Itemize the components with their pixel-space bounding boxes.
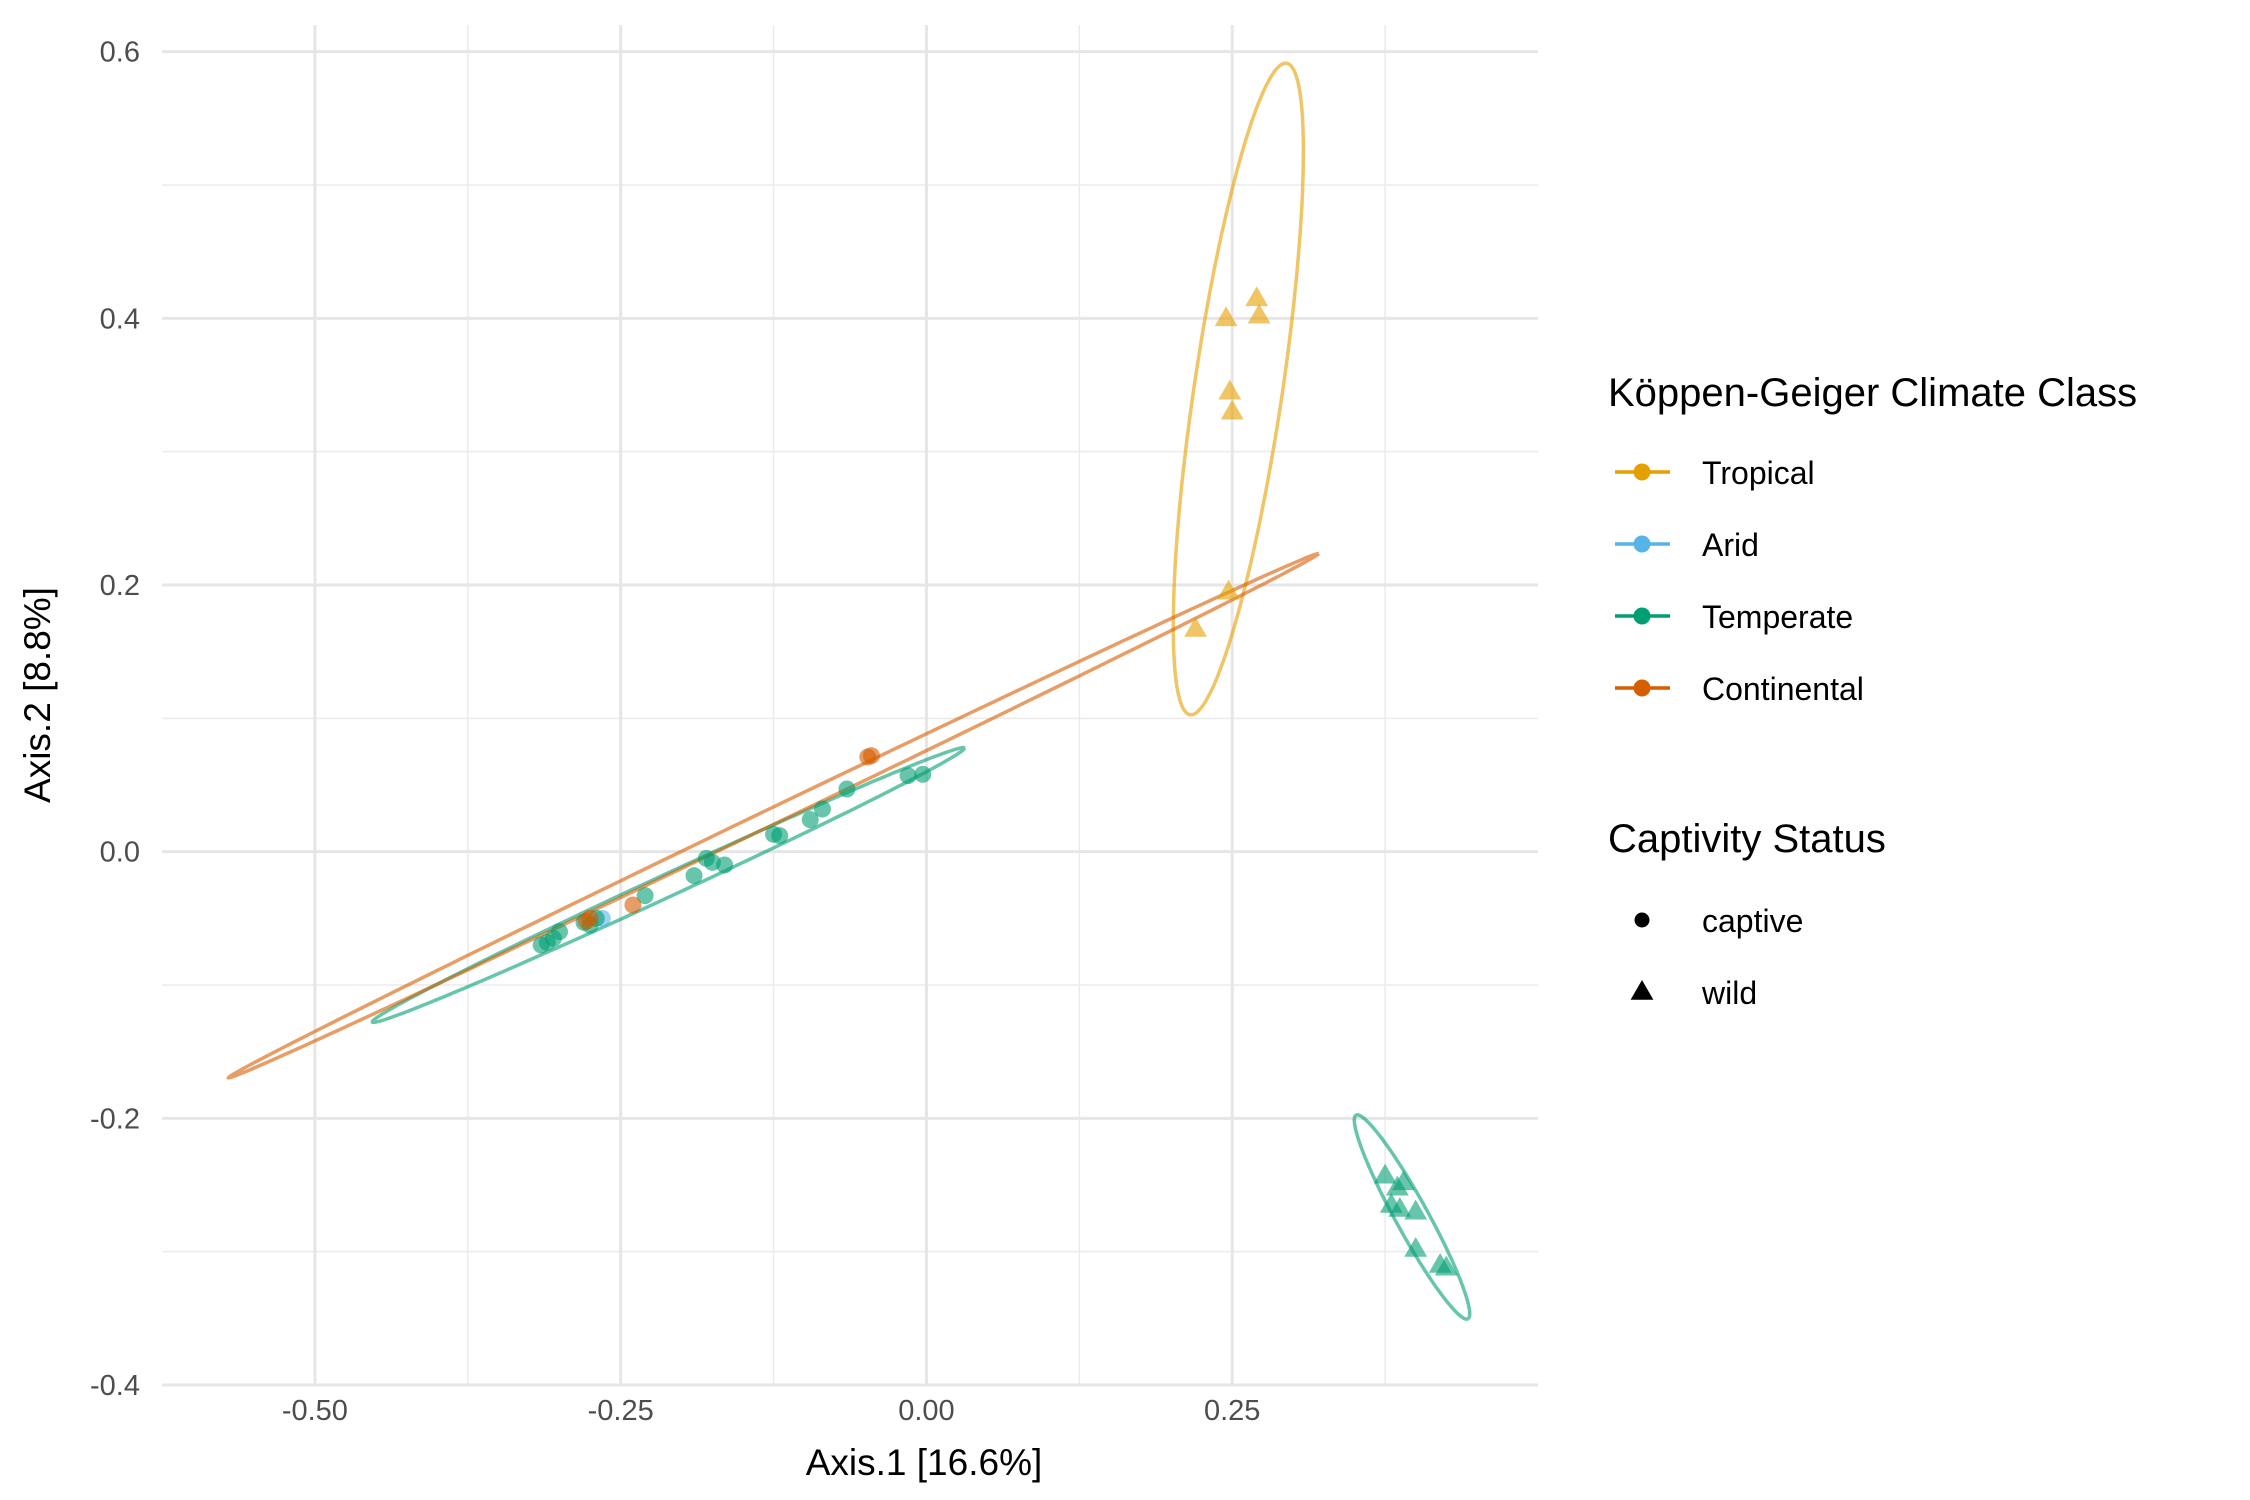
y-tick-labels: -0.4 -0.2 0.0 0.2 0.4 0.6 [90, 37, 140, 1402]
point-tropical-wild [1218, 379, 1242, 400]
ellipse-tropical-0 [1171, 61, 1306, 717]
ellipse-continental-4 [226, 551, 1321, 1080]
point-continental-captive [624, 896, 642, 914]
legend-key-point-tropical [1633, 463, 1651, 481]
point-tropical-wild [1214, 306, 1238, 327]
point-temperate-wild [1404, 1199, 1428, 1220]
legend-key-point-arid [1633, 535, 1651, 553]
point-temperate-wild [1434, 1255, 1458, 1276]
point-temperate-captive [838, 780, 856, 798]
point-temperate-wild [1392, 1170, 1415, 1191]
y-tick-label: 0.0 [100, 837, 140, 869]
y-tick-label: 0.2 [100, 570, 140, 602]
legend-title-captivity: Captivity Status [1608, 817, 1886, 861]
y-tick-label: 0.6 [100, 37, 140, 69]
ellipse-temperate-2 [370, 745, 967, 1025]
legend-label-arid: Arid [1702, 527, 1759, 563]
point-temperate-captive [636, 887, 654, 905]
y-tick-label: -0.2 [90, 1103, 140, 1135]
x-axis-title: Axis.1 [16.6%] [806, 1442, 1043, 1483]
point-continental-captive [577, 912, 595, 930]
point-continental-captive [859, 748, 877, 766]
point-temperate-wild [1404, 1237, 1428, 1257]
x-tick-label: -0.50 [282, 1395, 348, 1427]
point-tropical-wild [1247, 303, 1271, 324]
point-tropical-wild [1184, 617, 1207, 637]
legend-label-temperate: Temperate [1702, 599, 1853, 635]
legend-label-continental: Continental [1702, 671, 1864, 707]
confidence-ellipses [226, 61, 1472, 1321]
x-tick-labels: -0.50 -0.25 0.00 0.25 [282, 1395, 1261, 1427]
point-tropical-wild [1245, 286, 1269, 307]
point-temperate-wild [1373, 1163, 1397, 1184]
legend-key-captive [1634, 912, 1650, 928]
point-temperate-captive [551, 923, 569, 941]
point-temperate-wild [1388, 1197, 1412, 1217]
legend-key-point-temperate [1633, 607, 1651, 625]
legend: Köppen-Geiger Climate Class Tropical Arid T… [1608, 371, 2137, 1011]
point-temperate-captive [716, 856, 734, 874]
legend-label-captive: captive [1702, 903, 1803, 939]
point-temperate-captive [899, 767, 917, 785]
legend-key-wild [1630, 980, 1654, 1000]
legend-label-wild: wild [1701, 975, 1757, 1011]
point-temperate-captive [914, 765, 932, 783]
point-temperate-captive [685, 867, 703, 885]
x-tick-label: 0.00 [898, 1395, 954, 1427]
y-axis-title: Axis.2 [8.8%] [17, 587, 58, 803]
point-temperate-captive [813, 800, 831, 818]
y-tick-label: -0.4 [90, 1370, 140, 1402]
point-tropical-wild [1220, 399, 1244, 420]
point-temperate-captive [801, 811, 819, 829]
x-tick-label: 0.25 [1204, 1395, 1260, 1427]
legend-key-point-continental [1633, 679, 1651, 697]
data-points [532, 286, 1458, 1276]
x-tick-label: -0.25 [588, 1395, 654, 1427]
y-tick-label: 0.4 [100, 303, 140, 335]
ellipse-temperate-3 [1352, 1113, 1472, 1321]
legend-title-climate: Köppen-Geiger Climate Class [1608, 371, 2137, 415]
legend-label-tropical: Tropical [1702, 455, 1815, 491]
grid-lines [162, 25, 1538, 1387]
point-tropical-wild [1217, 579, 1240, 600]
point-temperate-captive [771, 827, 789, 845]
